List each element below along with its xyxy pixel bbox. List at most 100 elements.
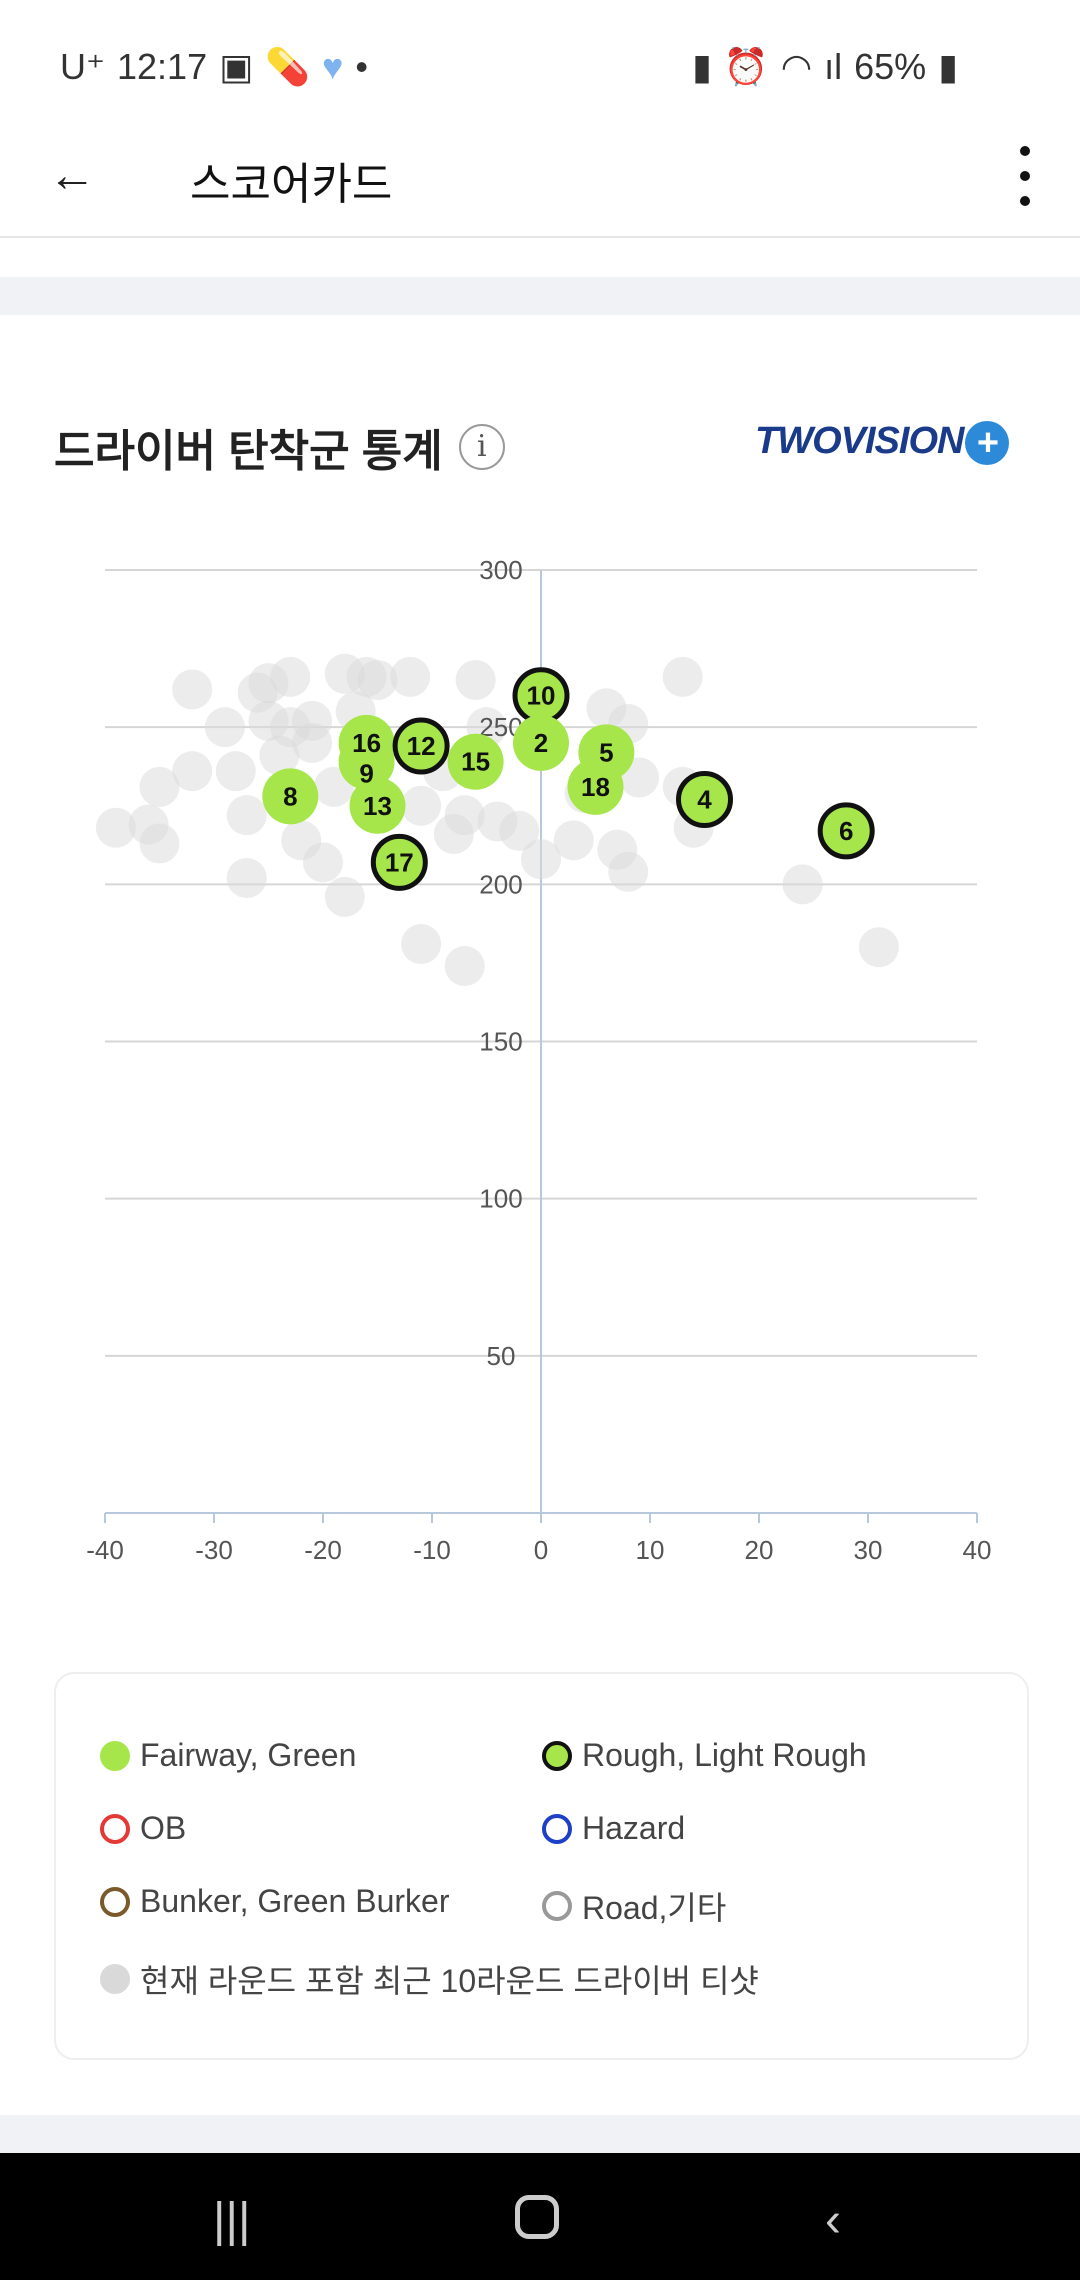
history-shot-point — [401, 924, 442, 965]
legend-label: Rough, Light Rough — [582, 1737, 867, 1773]
x-tick-label: -20 — [304, 1535, 342, 1565]
hole-shot-point — [262, 768, 319, 825]
back-arrow-icon[interactable]: ← — [48, 149, 96, 202]
history-shot-point — [215, 751, 256, 792]
legend-item: Rough, Light Rough — [542, 1737, 867, 1774]
hole-label: 10 — [527, 681, 556, 711]
hole-label: 8 — [283, 781, 297, 811]
y-tick-label: 100 — [479, 1184, 522, 1214]
hole-label: 17 — [385, 847, 414, 877]
history-shot-point — [324, 876, 365, 917]
legend-item: Hazard — [542, 1810, 685, 1847]
legend: Fairway, Green Rough, Light Rough OB Hazard… — [54, 1672, 1029, 2060]
hole-label: 18 — [581, 772, 610, 802]
x-tick-label: -40 — [86, 1535, 124, 1565]
section-title: 드라이버 탄착군 통계 — [54, 427, 443, 476]
legend-marker-icon — [542, 1740, 572, 1771]
battery-saver-icon: ▮ — [692, 46, 712, 87]
history-shot-point — [477, 801, 518, 842]
hole-shot-point — [676, 770, 733, 828]
history-shot-point — [597, 829, 638, 870]
hole-shot-point — [349, 777, 406, 834]
home-icon[interactable] — [515, 2195, 559, 2239]
hole-label: 2 — [534, 728, 548, 758]
legend-marker-icon — [542, 1813, 572, 1844]
hole-label: 9 — [359, 759, 373, 789]
history-shot-point — [139, 766, 180, 807]
hole-shot-point — [513, 714, 569, 771]
history-shot-point — [281, 820, 322, 861]
section-divider — [0, 277, 1080, 315]
hole-label: 15 — [461, 747, 490, 777]
gallery-icon: ▣ — [219, 46, 254, 87]
history-shot-point — [172, 669, 213, 710]
nav-back-icon[interactable]: ‹ — [825, 2194, 841, 2247]
legend-marker-icon — [100, 1813, 130, 1844]
legend-label: 현재 라운드 포함 최근 10라운드 드라이버 티샷 — [140, 1963, 759, 1999]
navigation-bar: ||| ‹ — [0, 2153, 1080, 2280]
x-tick-label: 30 — [854, 1535, 883, 1565]
x-tick-label: 10 — [636, 1535, 665, 1565]
history-shot-point — [390, 656, 431, 697]
legend-item: Bunker, Green Burker — [100, 1883, 449, 1920]
history-shot-point — [357, 660, 398, 701]
history-shot-point — [226, 858, 267, 899]
history-shot-point — [662, 656, 703, 697]
history-shot-point — [292, 722, 333, 763]
legend-item: Fairway, Green — [100, 1737, 356, 1774]
app-bar: ← 스코어카드 — [0, 110, 1080, 238]
history-shot-point — [204, 707, 245, 748]
page-title: 스코어카드 — [190, 160, 393, 209]
legend-item: OB — [100, 1810, 186, 1847]
history-shot-point — [782, 864, 823, 905]
x-tick-label: 40 — [963, 1535, 992, 1565]
legend-label: Road,기타 — [582, 1890, 727, 1926]
hole-label: 6 — [839, 816, 853, 846]
heart-icon: ♥ — [321, 46, 344, 87]
x-tick-label: 20 — [745, 1535, 774, 1565]
x-tick-label: 0 — [534, 1535, 548, 1565]
scatter-chart: -40 -30 -20 -10 0 10 20 30 405010015020025030010… — [86, 555, 992, 1565]
pill-icon: 💊 — [265, 46, 310, 87]
history-shot-point — [858, 927, 899, 968]
x-tick-label: -30 — [195, 1535, 233, 1565]
status-bar: U⁺ 12:17 ▣ 💊 ♥ • ▮ ⏰ ◠ ıl 65% ▮ — [0, 0, 1080, 110]
history-shot-point — [401, 785, 442, 826]
y-tick-label: 300 — [479, 555, 522, 585]
history-shot-point — [521, 839, 561, 880]
legend-marker-icon — [542, 1891, 572, 1921]
info-icon[interactable]: i — [458, 424, 505, 470]
y-tick-label: 50 — [487, 1341, 516, 1371]
legend-label: Hazard — [582, 1810, 686, 1846]
battery-percent: 65% — [854, 46, 927, 87]
recents-icon[interactable]: ||| — [213, 2194, 251, 2247]
history-shot-point — [172, 751, 213, 792]
twovision-logo: TWOVISION + — [755, 420, 1010, 465]
hole-shot-point — [567, 758, 624, 815]
legend-marker-icon — [100, 1964, 130, 1994]
hole-label: 5 — [599, 737, 613, 767]
history-shot-point — [444, 795, 485, 836]
y-tick-label: 150 — [479, 1027, 522, 1057]
x-tick-label: -10 — [413, 1535, 451, 1565]
history-shot-point — [444, 946, 485, 987]
hole-shot-point — [817, 802, 875, 860]
dot-icon: • — [355, 46, 368, 87]
legend-label: OB — [140, 1810, 187, 1846]
history-shot-point — [553, 820, 594, 861]
more-options-icon[interactable] — [1010, 146, 1040, 206]
hole-shot-point — [370, 833, 428, 891]
battery-icon: ▮ — [938, 46, 958, 87]
history-shot-point — [139, 823, 180, 864]
legend-item: Road,기타 — [542, 1883, 726, 1929]
wifi-icon: ◠ — [780, 46, 813, 87]
legend-item: 현재 라운드 포함 최근 10라운드 드라이버 티샷 — [100, 1956, 759, 2002]
history-shot-point — [95, 807, 136, 848]
clock: 12:17 — [117, 46, 208, 87]
history-shot-point — [455, 660, 496, 701]
legend-label: Bunker, Green Burker — [140, 1883, 450, 1919]
section-header: 드라이버 탄착군 통계 i — [54, 415, 505, 479]
legend-marker-icon — [100, 1740, 130, 1771]
history-shot-point — [226, 795, 267, 836]
hole-shot-point — [338, 733, 395, 790]
